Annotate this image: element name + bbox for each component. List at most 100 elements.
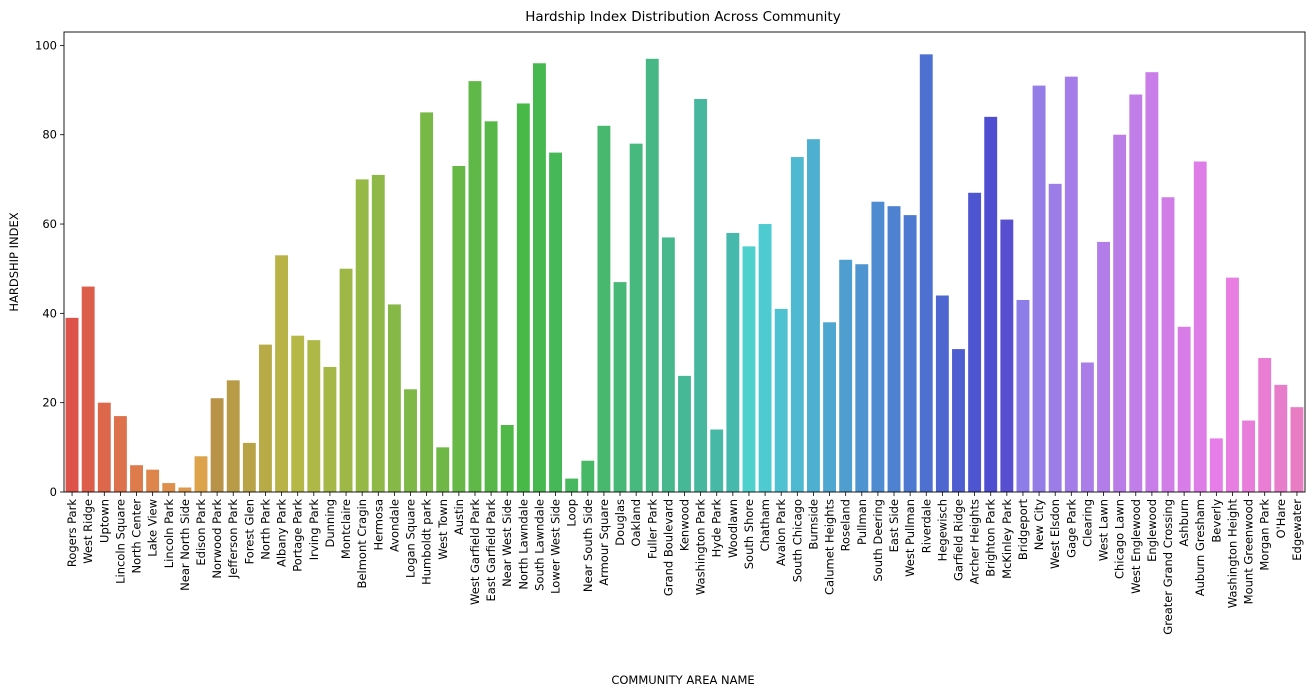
bar <box>1032 85 1046 492</box>
x-tick-label: Kenwood <box>678 499 692 551</box>
x-tick-label: Loop <box>565 499 579 527</box>
bar <box>500 425 514 492</box>
bar <box>259 344 272 492</box>
x-tick-label: Norwood Park <box>210 499 224 579</box>
x-tick-label: Uptown <box>97 499 111 543</box>
bar <box>307 340 321 492</box>
bar <box>1258 358 1272 492</box>
bar <box>81 286 95 492</box>
y-axis: 0 20 40 60 80 100 <box>35 38 64 499</box>
y-tick-label: 40 <box>42 306 57 320</box>
bar <box>935 295 949 492</box>
bar <box>210 398 224 492</box>
bar <box>581 460 595 492</box>
bar <box>452 165 466 493</box>
y-tick-label: 100 <box>35 38 57 52</box>
bar <box>678 375 691 492</box>
bar <box>758 224 772 493</box>
x-axis: Rogers Park West Ridge Uptown Lincoln Squar… <box>65 492 1304 635</box>
x-tick-label: West Lawn <box>1097 499 1111 561</box>
x-tick-label: Avalon Park <box>774 499 788 566</box>
y-tick-label: 60 <box>42 217 57 231</box>
bar <box>97 402 111 492</box>
bar <box>694 98 708 493</box>
x-tick-label: O'Hare <box>1274 499 1288 538</box>
x-tick-label: Ashburn <box>1177 499 1191 547</box>
x-tick-label: Gage Park <box>1064 499 1078 558</box>
x-tick-label: Rogers Park <box>65 499 79 567</box>
x-tick-label: Auburn Gresham <box>1193 499 1207 596</box>
bar <box>387 304 401 492</box>
x-tick-label: Dunning <box>323 499 337 548</box>
x-tick-label: Beverly <box>1209 499 1223 543</box>
x-tick-label: Pullman <box>855 499 869 545</box>
bar <box>1113 134 1127 492</box>
x-tick-label: Burnside <box>806 499 820 550</box>
x-tick-label: South Deering <box>871 499 885 582</box>
bar <box>742 246 756 492</box>
bar <box>871 201 885 492</box>
x-tick-label: Hegewisch <box>935 499 949 561</box>
x-tick-label: West Pullman <box>903 499 917 577</box>
x-tick-label: Fuller Park <box>645 499 659 559</box>
x-tick-label: East Side <box>887 499 901 552</box>
bar <box>291 335 305 492</box>
x-axis-label: COMMUNITY AREA NAME <box>611 673 754 687</box>
x-tick-label: Chatham <box>758 499 772 551</box>
bar <box>806 139 820 492</box>
bar <box>275 255 289 492</box>
x-tick-label: Riverdale <box>919 499 933 553</box>
x-tick-label: North Park <box>258 499 272 560</box>
x-tick-label: Avondale <box>387 499 401 552</box>
x-tick-label: Edgewater <box>1290 499 1304 561</box>
bar <box>887 206 901 493</box>
x-tick-label: West Ridge <box>81 499 95 564</box>
bar <box>710 429 724 492</box>
bar <box>790 157 804 493</box>
bar <box>919 54 933 492</box>
x-tick-label: West Englewood <box>1129 499 1143 594</box>
bar <box>1048 183 1062 492</box>
x-tick-label: Oakland <box>629 499 643 547</box>
x-tick-label: Englewood <box>1145 499 1159 562</box>
x-tick-label: East Garfield Park <box>484 499 498 602</box>
x-tick-label: West Town <box>436 499 450 560</box>
x-tick-label: Austin <box>452 499 466 535</box>
bar <box>242 442 256 492</box>
bar <box>952 349 965 492</box>
bar <box>1097 241 1110 492</box>
bar <box>855 264 869 492</box>
bar <box>1226 277 1239 492</box>
y-tick-label: 80 <box>42 128 57 142</box>
bar <box>516 103 530 493</box>
x-tick-label: Washington Park <box>694 499 708 595</box>
x-tick-label: Lincoln Park <box>162 499 176 569</box>
x-tick-label: Belmont Cragin <box>355 499 369 588</box>
bar <box>1193 161 1207 492</box>
bar <box>726 232 740 492</box>
bar <box>339 268 353 492</box>
x-tick-label: Near North Side <box>178 499 192 591</box>
bars-group <box>65 54 1304 493</box>
x-tick-label: Humboldt park <box>420 499 434 585</box>
x-tick-label: Lincoln Square <box>113 499 127 584</box>
bar <box>823 322 836 492</box>
x-tick-label: Jefferson Park <box>226 499 240 579</box>
bar <box>468 81 482 492</box>
bar <box>968 192 982 492</box>
bar <box>65 317 79 492</box>
bar <box>1080 362 1094 492</box>
bar <box>984 116 998 492</box>
bar <box>629 143 643 492</box>
bar <box>1064 76 1078 492</box>
x-tick-label: South Lawndale <box>532 499 546 591</box>
x-tick-label: Edison Park <box>194 499 208 566</box>
x-tick-label: West Garfield Park <box>468 499 482 605</box>
x-tick-label: South Shore <box>742 499 756 569</box>
bar <box>839 259 853 492</box>
bar <box>162 483 176 492</box>
bar <box>1290 407 1304 492</box>
x-tick-label: Calumet Heights <box>823 499 837 595</box>
x-tick-label: Forest Glen <box>242 499 256 564</box>
x-tick-label: Grand Boulevard <box>661 499 675 596</box>
